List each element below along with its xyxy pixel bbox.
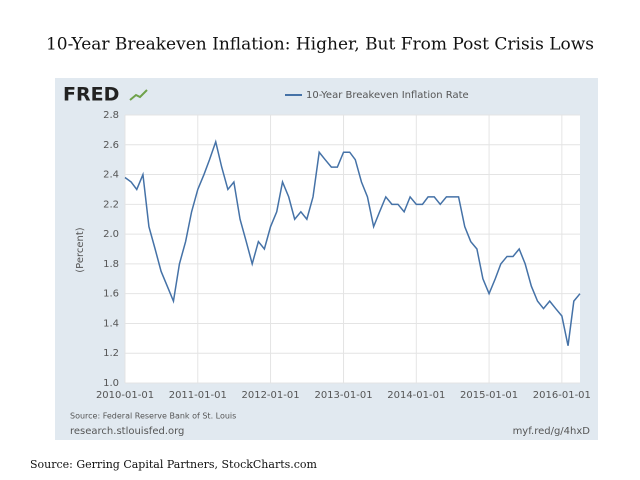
short-url: myf.red/g/4hxD [513, 426, 591, 437]
x-tick-label: 2010-01-01 [96, 390, 154, 401]
x-tick-label: 2014-01-01 [387, 390, 445, 401]
y-tick-label: 2.6 [103, 140, 119, 151]
y-tick-label: 2.4 [103, 170, 119, 181]
y-tick-label: 1.2 [103, 348, 119, 359]
y-axis-label: (Percent) [75, 227, 86, 273]
legend-label: 10-Year Breakeven Inflation Rate [306, 90, 469, 101]
source-note: Source: Federal Reserve Bank of St. Loui… [70, 412, 236, 421]
site: research.stlouisfed.org [70, 426, 184, 437]
y-tick-label: 1.6 [103, 289, 119, 300]
x-tick-label: 2013-01-01 [314, 390, 372, 401]
y-tick-label: 1.4 [103, 318, 119, 329]
y-tick-label: 1.0 [103, 378, 119, 389]
logo: FRED [63, 84, 119, 106]
y-tick-label: 1.8 [103, 259, 119, 270]
y-tick-label: 2.2 [103, 199, 119, 210]
x-tick-label: 2015-01-01 [460, 390, 518, 401]
x-tick-label: 2011-01-01 [169, 390, 227, 401]
title: 10-Year Breakeven Inflation: Higher, But… [46, 35, 594, 55]
series-line [124, 139, 581, 346]
x-tick-label: 2012-01-01 [241, 390, 299, 401]
logo-icon [129, 89, 148, 101]
y-tick-label: 2.0 [103, 229, 119, 240]
plot-area [125, 115, 580, 383]
x-tick-label: 2016-01-01 [533, 390, 591, 401]
caption: Source: Gerring Capital Partners, StockC… [30, 458, 318, 471]
y-tick-label: 2.8 [103, 110, 119, 121]
